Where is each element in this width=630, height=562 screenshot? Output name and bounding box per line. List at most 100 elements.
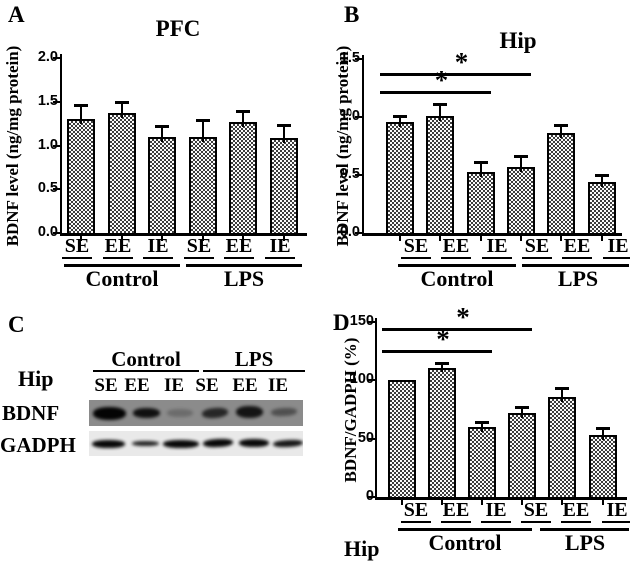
chart-a-error-cap-1 [115,100,129,104]
chart-b-y-tick-label: 0.0 [339,224,360,240]
chart-b-title: Hip [499,28,537,53]
chart-d-x-tick-4 [561,499,563,505]
chart-b-lane-label-1: EE [441,235,471,259]
chart-a-y-tick [53,57,60,59]
chart-d-lane-label-0: SE [401,500,431,523]
chart-b-error-stem-2 [479,161,483,177]
chart-b-y-axis [362,55,364,235]
chart-b-x-tick-2 [480,235,482,241]
chart-a-x-tick-2 [161,235,163,241]
chart-d-sig-line-1 [382,327,532,331]
chart-b-y-tick [355,174,362,176]
panel-c-bdnf-row-label: BDNF [2,401,60,425]
chart-d-bar-3 [508,413,536,499]
chart-a-bar-2 [148,136,176,235]
chart-b-y-tick [355,58,362,60]
chart-b-error-cap-2 [474,161,488,165]
chart-a-error-stem-0 [79,103,83,125]
chart-d-y-tick [368,437,375,440]
bdnf-band-1 [133,408,160,418]
chart-d-x-tick-1 [441,499,443,505]
chart-a-bar-4 [229,121,257,235]
chart-d-region-label: Hip [344,536,380,561]
chart-a-x-tick-5 [283,235,285,241]
chart-d-y-tick-label: 100 [349,371,374,388]
chart-b-bar-2 [467,171,495,235]
chart-a-y-tick [53,232,60,234]
chart-a-y-tick [53,188,60,191]
panel-c-label: C [8,312,25,337]
chart-d-bar-5 [589,435,617,499]
chart-d-y-tick-label: 0 [365,488,374,504]
chart-d-error-cap-5 [596,427,610,430]
panel-c-lane-label-0: SE [94,375,118,396]
chart-a-error-cap-5 [277,123,291,127]
chart-b-group-underline-0 [398,264,516,267]
panel-c-gadph-row-label: GADPH [0,433,76,457]
chart-a-x-tick-0 [80,235,82,241]
chart-a-lane-label-4: EE [224,235,254,259]
chart-a-lane-label-5: IE [265,236,295,259]
chart-a-error-stem-3 [201,119,205,142]
chart-b-lane-label-2: IE [482,236,512,259]
chart-d-group-underline-1 [540,528,629,531]
chart-a-bar-3 [189,136,217,235]
chart-a-lane-label-2: IE [143,236,173,259]
chart-d-sig-star-1: * [456,301,470,332]
chart-a-x-axis [60,233,307,236]
chart-d-bar-4 [548,396,576,499]
panel-b-label: B [344,2,360,27]
chart-b-sig-star-1: * [454,46,469,77]
chart-d-bar-2 [468,427,496,499]
chart-b-sig-line-0 [380,91,491,95]
chart-b-error-stem-4 [559,123,563,139]
chart-b-x-tick-4 [560,235,562,241]
chart-b-lane-label-3: SE [522,236,552,259]
panel-c-lane-label-3: SE [195,375,219,396]
chart-a-x-tick-1 [121,235,123,241]
chart-d-sig-star-0: * [436,324,450,354]
chart-a-group-underline-1 [186,264,302,267]
chart-a-error-stem-4 [241,109,245,127]
chart-a-error-cap-3 [196,119,210,123]
panel-d-label: D [333,310,350,335]
chart-b-y-tick-label: 1.5 [339,50,360,66]
chart-b-bar-1 [426,115,454,235]
chart-d-group-label-lps: LPS [564,530,606,555]
chart-d-lane-label-2: IE [481,500,511,523]
chart-a-lane-label-0: SE [62,236,92,259]
gadph-band-1 [132,441,159,446]
chart-b-error-stem-1 [438,103,442,121]
gadph-band-3 [202,438,234,448]
chart-d-error-stem-4 [560,387,564,402]
panel-c-group-lps-underline [203,370,305,372]
bdnf-band-4 [236,406,263,418]
panel-c-group-control-label: Control [111,347,181,371]
chart-b-y-tick-label: 0.5 [339,166,360,182]
chart-d-x-tick-3 [521,499,523,505]
chart-d-lane-label-1: EE [441,499,471,523]
chart-b-x-tick-0 [399,235,401,241]
chart-d-y-axis [375,318,377,499]
chart-d-x-tick-5 [602,499,604,505]
chart-b-error-cap-4 [554,123,568,127]
chart-b-sig-line-1 [380,72,531,76]
gadph-band-0 [92,440,125,448]
chart-d-sig-line-0 [382,350,492,353]
chart-b-x-tick-1 [439,235,441,241]
panel-c-lane-label-2: IE [163,375,185,396]
chart-b-error-stem-5 [600,173,604,187]
chart-a-group-label-control: Control [85,266,159,291]
chart-a-x-tick-3 [202,235,204,241]
chart-a-group-underline-0 [64,264,180,267]
chart-a-error-cap-2 [155,124,169,128]
chart-a-y-axis [60,54,62,235]
panel-c-group-lps-label: LPS [234,347,274,371]
chart-b-group-underline-1 [522,264,629,267]
bdnf-band-2 [167,409,193,417]
chart-d-error-cap-4 [555,387,569,391]
chart-d-error-cap-3 [515,406,529,409]
chart-b-y-tick [355,232,362,234]
chart-d-y-tick [368,321,375,323]
